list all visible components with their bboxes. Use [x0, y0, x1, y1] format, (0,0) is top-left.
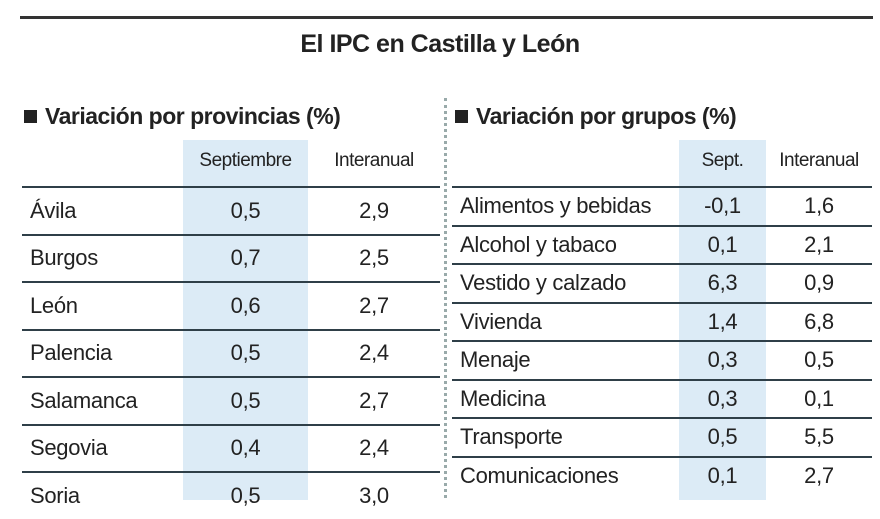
row-label: Vestido y calzado [460, 270, 627, 296]
table-row: León 0,6 2,7 [22, 281, 440, 329]
sep-value: 1,4 [707, 308, 738, 334]
grupos-heading-text: Variación por grupos (%) [476, 103, 737, 129]
section-divider [444, 98, 447, 498]
sep-value: 0,5 [230, 197, 261, 223]
interanual-value: 2,7 [359, 292, 389, 318]
interanual-value: 0,5 [804, 347, 834, 373]
row-label: Soria [30, 482, 80, 508]
row-label: Medicina [460, 385, 546, 411]
row-label: Transporte [460, 424, 563, 450]
row-label: León [30, 292, 78, 318]
sep-value: -0,1 [704, 193, 741, 219]
row-label: Burgos [30, 245, 98, 271]
interanual-value: 6,8 [804, 308, 834, 334]
top-rule [20, 16, 873, 19]
square-bullet-icon [24, 110, 37, 123]
col-header-interanual: Interanual [334, 150, 414, 171]
interanual-value: 2,7 [359, 387, 389, 413]
col-header-sept: Sept. [701, 150, 744, 171]
sep-value: 0,5 [230, 482, 261, 508]
interanual-value: 1,6 [804, 193, 834, 219]
col-header-septiembre: Septiembre [199, 150, 292, 171]
row-label: Segovia [30, 435, 108, 461]
table-row: Menaje 0,3 0,5 [452, 340, 872, 379]
table-row: Alcohol y tabaco 0,1 2,1 [452, 224, 872, 264]
row-label: Vivienda [460, 308, 542, 334]
table-row: Burgos 0,7 2,5 [22, 233, 440, 282]
sep-value: 0,1 [707, 231, 738, 257]
row-label: Ávila [30, 197, 77, 223]
page-title: El IPC en Castilla y León [300, 30, 580, 58]
row-label: Alcohol y tabaco [460, 231, 617, 257]
table-row: Medicina 0,3 0,1 [452, 378, 872, 418]
interanual-value: 2,9 [359, 197, 389, 223]
col-header-interanual-grupos: Interanual [779, 150, 859, 171]
interanual-value: 2,4 [359, 340, 389, 366]
sep-value: 0,5 [707, 424, 738, 450]
interanual-value: 2,5 [359, 245, 389, 271]
sep-value: 0,5 [230, 387, 261, 413]
provincias-heading: Variación por provincias (%) [24, 103, 341, 130]
table-row: Alimentos y bebidas -0,1 1,6 [452, 186, 872, 225]
grupos-heading: Variación por grupos (%) [455, 103, 737, 130]
table-row: Transporte 0,5 5,5 [452, 417, 872, 456]
sep-value: 0,6 [230, 292, 261, 318]
row-label: Menaje [460, 347, 531, 373]
interanual-value: 0,1 [804, 385, 834, 411]
sept-column-highlight [679, 140, 766, 500]
table-row: Ávila 0,5 2,9 [22, 186, 440, 234]
table-row: Segovia 0,4 2,4 [22, 423, 440, 472]
sep-value: 0,5 [230, 340, 261, 366]
interanual-value: 2,7 [804, 462, 834, 488]
table-row: Comunicaciones 0,1 2,7 [452, 455, 872, 495]
provincias-heading-text: Variación por provincias (%) [45, 103, 341, 129]
interanual-value: 3,0 [359, 482, 389, 508]
sep-value: 6,3 [707, 270, 738, 296]
sep-value: 0,4 [230, 435, 261, 461]
row-label: Comunicaciones [460, 462, 619, 488]
row-label: Alimentos y bebidas [460, 193, 652, 219]
interanual-value: 0,9 [804, 270, 834, 296]
square-bullet-icon [455, 110, 468, 123]
table-row: Salamanca 0,5 2,7 [22, 376, 440, 424]
table-row: Vestido y calzado 6,3 0,9 [452, 263, 872, 302]
row-label: Palencia [30, 340, 112, 366]
table-row: Vivienda 1,4 6,8 [452, 301, 872, 341]
interanual-value: 5,5 [804, 424, 834, 450]
interanual-value: 2,4 [359, 435, 389, 461]
sep-value: 0,7 [230, 245, 261, 271]
sep-value: 0,1 [707, 462, 738, 488]
sep-value: 0,3 [707, 385, 738, 411]
september-column-highlight [183, 140, 308, 500]
interanual-value: 2,1 [804, 231, 834, 257]
sep-value: 0,3 [707, 347, 738, 373]
table-row: Palencia 0,5 2,4 [22, 328, 440, 377]
row-label: Salamanca [30, 387, 138, 413]
